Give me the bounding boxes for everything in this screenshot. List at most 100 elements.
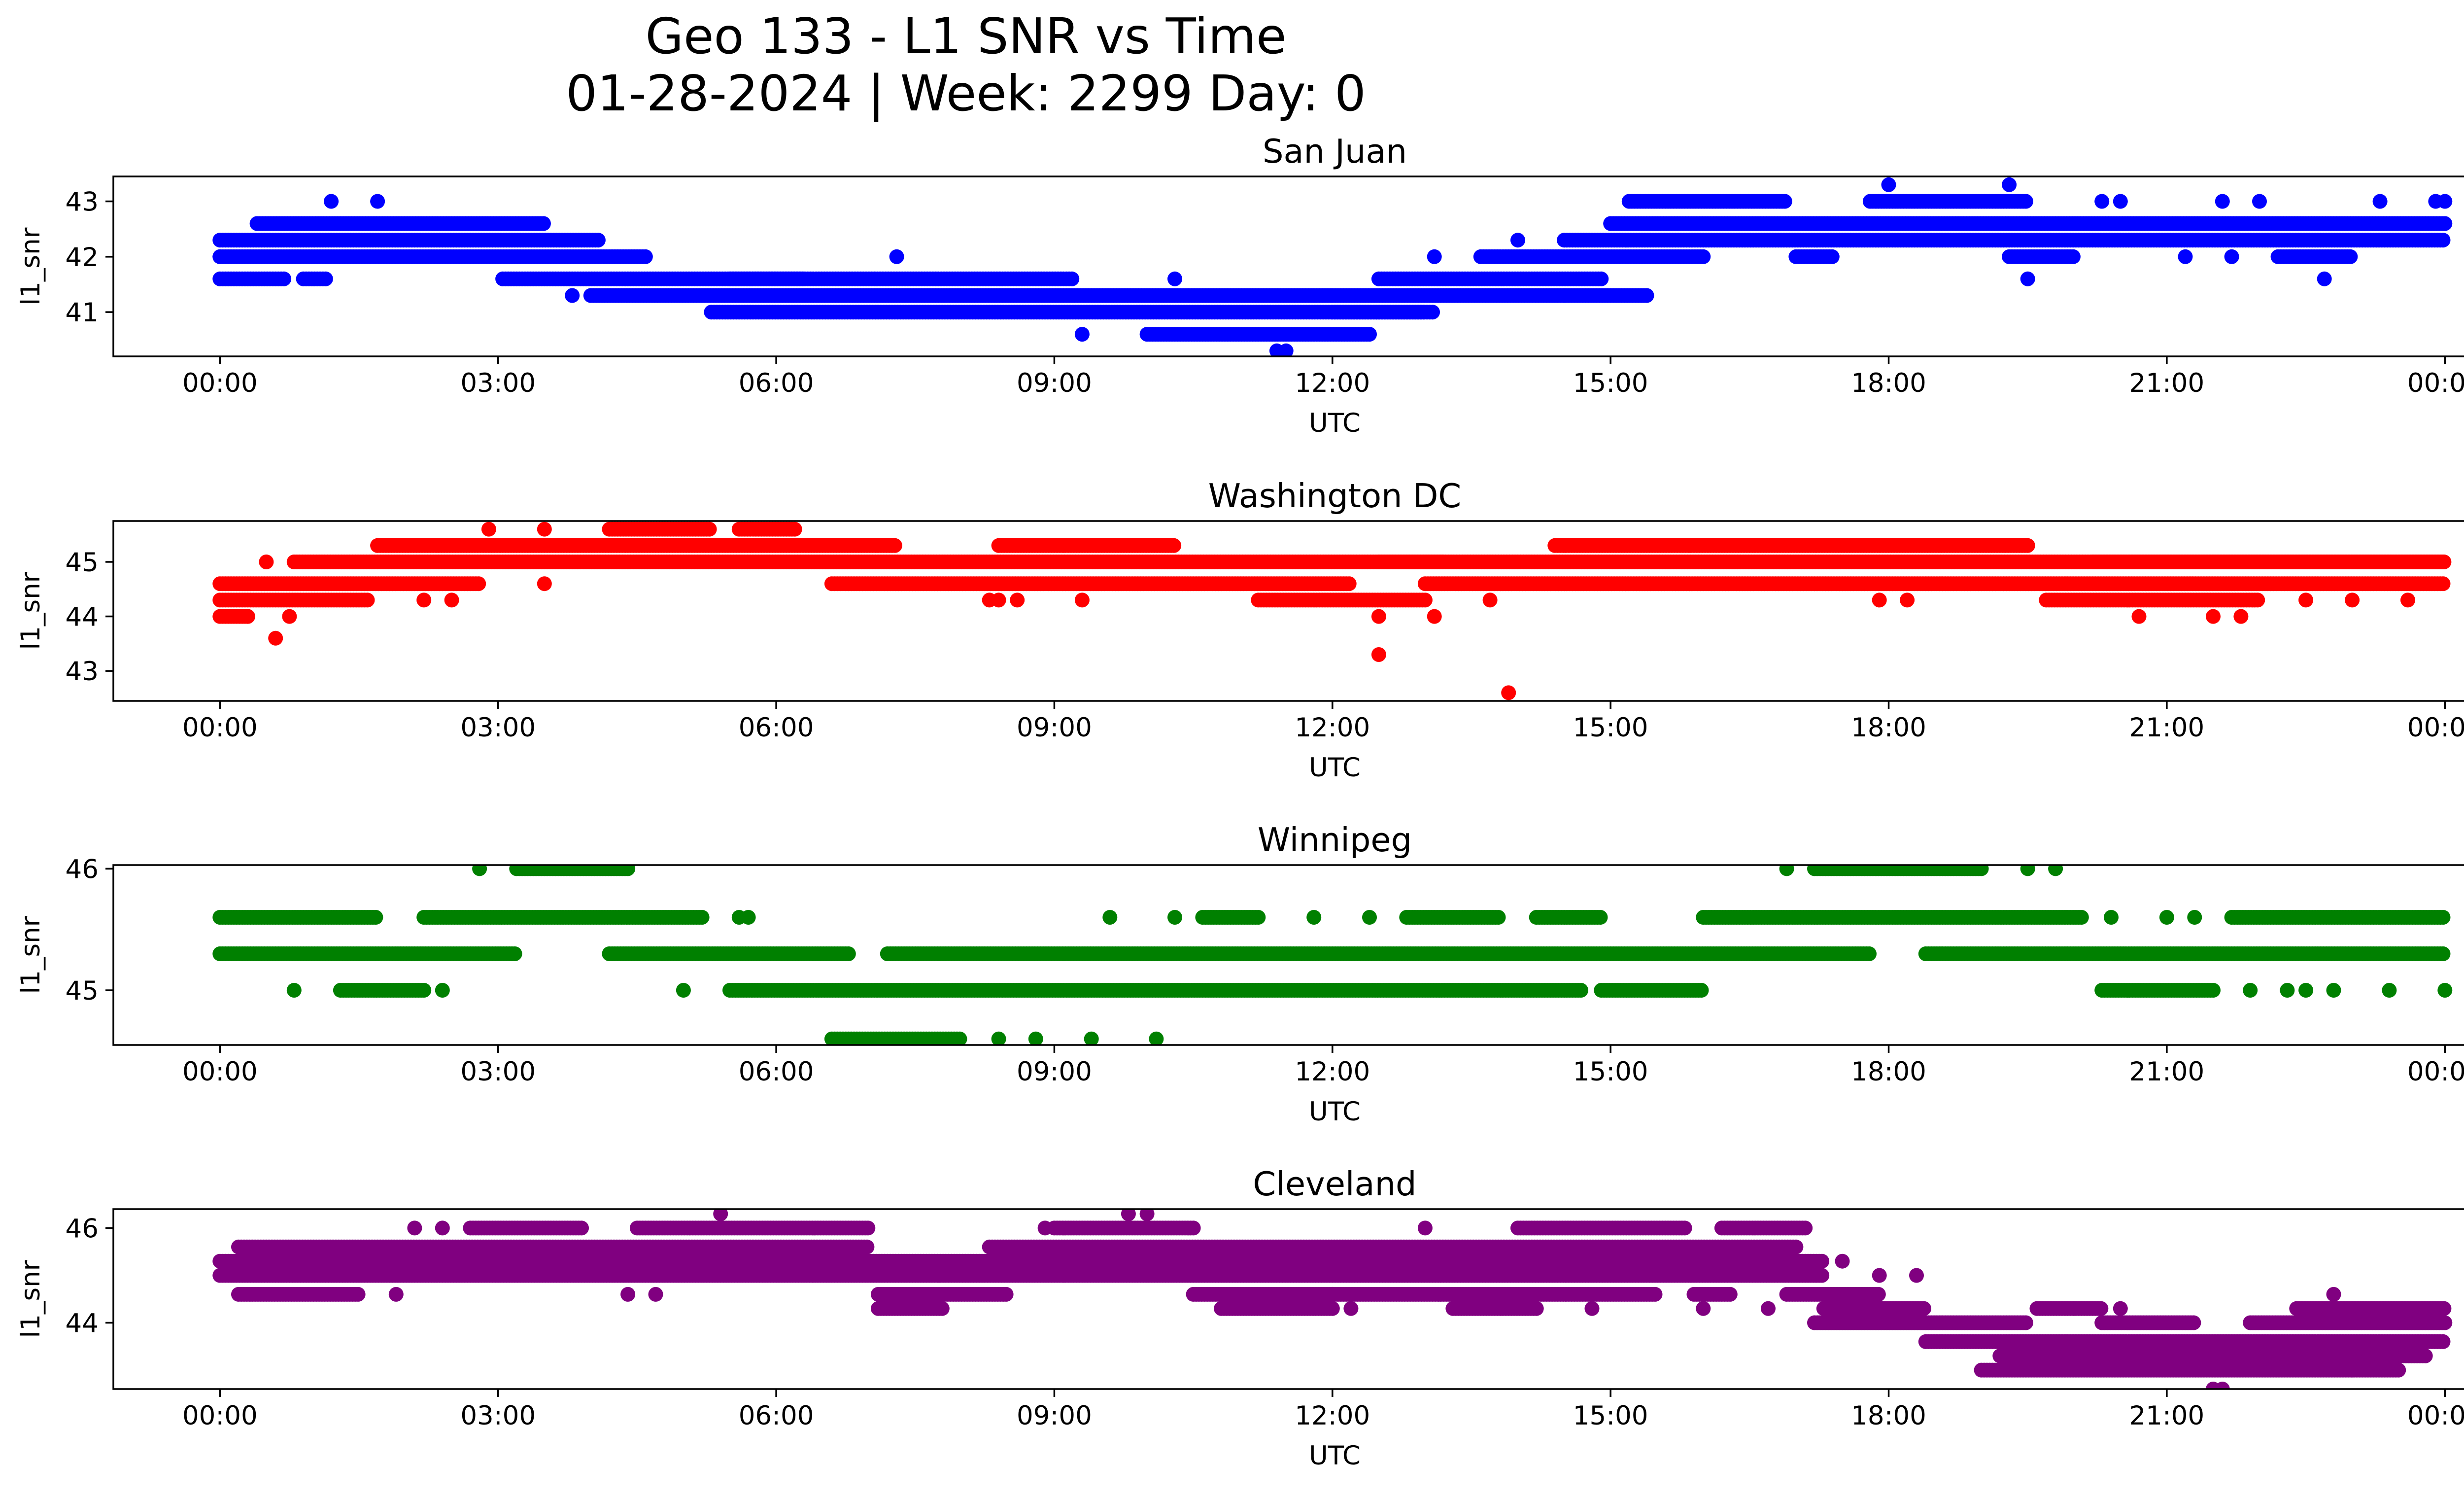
data-point bbox=[324, 194, 339, 209]
figure-title-line-1: Geo 133 - L1 SNR vs Time bbox=[646, 7, 1287, 65]
data-point bbox=[2252, 194, 2267, 209]
x-tick-label: 00:00 bbox=[182, 713, 258, 743]
x-tick-label: 00:00 bbox=[182, 368, 258, 398]
y-tick-label: 44 bbox=[66, 602, 99, 632]
data-point bbox=[1510, 233, 1525, 248]
data-point bbox=[368, 910, 383, 925]
data-point bbox=[1824, 249, 1840, 264]
data-point bbox=[1166, 538, 1182, 553]
x-tick-label: 03:00 bbox=[460, 368, 536, 398]
axes-frame bbox=[112, 520, 2464, 702]
data-point bbox=[2437, 194, 2453, 209]
data-point bbox=[2317, 271, 2332, 286]
data-point bbox=[1557, 288, 1572, 303]
data-point bbox=[2178, 249, 2193, 264]
data-point bbox=[590, 233, 606, 248]
data-point bbox=[1371, 647, 1386, 662]
x-tick-label: 03:00 bbox=[460, 713, 536, 743]
data-point bbox=[318, 271, 333, 286]
data-point bbox=[1900, 592, 1915, 608]
data-point bbox=[638, 249, 653, 264]
data-point bbox=[2435, 233, 2451, 248]
x-tick-label: 21:00 bbox=[2129, 368, 2205, 398]
data-point bbox=[2400, 592, 2415, 608]
data-point bbox=[1010, 592, 1025, 608]
data-point bbox=[360, 592, 375, 608]
data-point bbox=[259, 555, 274, 569]
data-point bbox=[240, 609, 255, 624]
y-tick-label: 42 bbox=[66, 243, 99, 273]
data-point bbox=[694, 910, 710, 925]
y-tick-label: 45 bbox=[66, 548, 99, 578]
data-point bbox=[1427, 249, 1442, 264]
data-point bbox=[370, 194, 385, 209]
data-point bbox=[1269, 343, 1284, 356]
data-point bbox=[2018, 194, 2033, 209]
x-tick-label: 18:00 bbox=[1851, 713, 1926, 743]
data-point bbox=[1371, 609, 1386, 624]
x-tick-label: 09:00 bbox=[1017, 368, 1092, 398]
data-point bbox=[2372, 194, 2388, 209]
data-point bbox=[2020, 271, 2035, 286]
data-point bbox=[2435, 576, 2451, 591]
x-tick-label: 09:00 bbox=[1017, 713, 1092, 743]
data-point bbox=[282, 609, 297, 624]
data-point bbox=[537, 522, 552, 537]
data-point bbox=[1074, 327, 1090, 342]
data-point bbox=[1639, 288, 1654, 303]
data-point bbox=[1167, 271, 1182, 286]
data-point bbox=[887, 538, 902, 553]
data-point bbox=[1881, 177, 1896, 192]
series-points bbox=[212, 177, 2453, 356]
subplot-title: Washington DC bbox=[1208, 477, 1461, 515]
data-point bbox=[2343, 249, 2358, 264]
data-point bbox=[565, 288, 580, 303]
data-point bbox=[276, 271, 292, 286]
subplot-title: Winnipeg bbox=[1258, 821, 1412, 859]
x-tick-label: 12:00 bbox=[1295, 368, 1370, 398]
data-point bbox=[2020, 538, 2035, 553]
figure-title-line-2: 01-28-2024 | Week: 2299 Day: 0 bbox=[566, 65, 1366, 122]
data-point bbox=[536, 216, 551, 231]
y-axis-label: l1_snr bbox=[16, 572, 46, 650]
data-point bbox=[1482, 592, 1498, 608]
data-point bbox=[471, 576, 486, 591]
data-point bbox=[2215, 194, 2230, 209]
x-tick-label: 18:00 bbox=[1851, 368, 1926, 398]
axes-frame bbox=[112, 175, 2464, 357]
x-tick-label: 06:00 bbox=[739, 713, 814, 743]
data-point bbox=[1594, 271, 1609, 286]
data-point bbox=[1427, 609, 1442, 624]
subplot-0: San Juan 00:00 03:00 06:00 09:00 12:00 15:00 18… bbox=[16, 132, 2464, 438]
data-point bbox=[2298, 592, 2314, 608]
subplot-title: San Juan bbox=[1263, 132, 1407, 171]
data-point bbox=[2233, 609, 2249, 624]
x-tick-label: 12:00 bbox=[1295, 713, 1370, 743]
x-tick-label: 06:00 bbox=[739, 368, 814, 398]
data-point bbox=[2002, 177, 2017, 192]
data-point bbox=[2131, 609, 2147, 624]
y-tick-label: 41 bbox=[66, 298, 99, 328]
data-point bbox=[1872, 592, 1887, 608]
data-point bbox=[2113, 194, 2128, 209]
x-axis-label: UTC bbox=[1309, 408, 1361, 438]
data-point bbox=[481, 522, 496, 537]
data-point bbox=[889, 249, 904, 264]
data-point bbox=[2224, 249, 2239, 264]
data-point bbox=[2065, 249, 2081, 264]
data-point bbox=[1777, 194, 1792, 209]
data-point bbox=[1064, 271, 1080, 286]
data-point bbox=[1417, 592, 1433, 608]
data-point bbox=[2250, 592, 2265, 608]
series-points bbox=[212, 522, 2452, 700]
data-point bbox=[2345, 592, 2360, 608]
data-point bbox=[537, 576, 552, 591]
data-point bbox=[2435, 555, 2451, 569]
x-tick-label: 15:00 bbox=[1573, 368, 1648, 398]
data-point bbox=[702, 522, 717, 537]
data-point bbox=[991, 592, 1006, 608]
x-tick-label: 00:00 bbox=[2407, 713, 2464, 743]
